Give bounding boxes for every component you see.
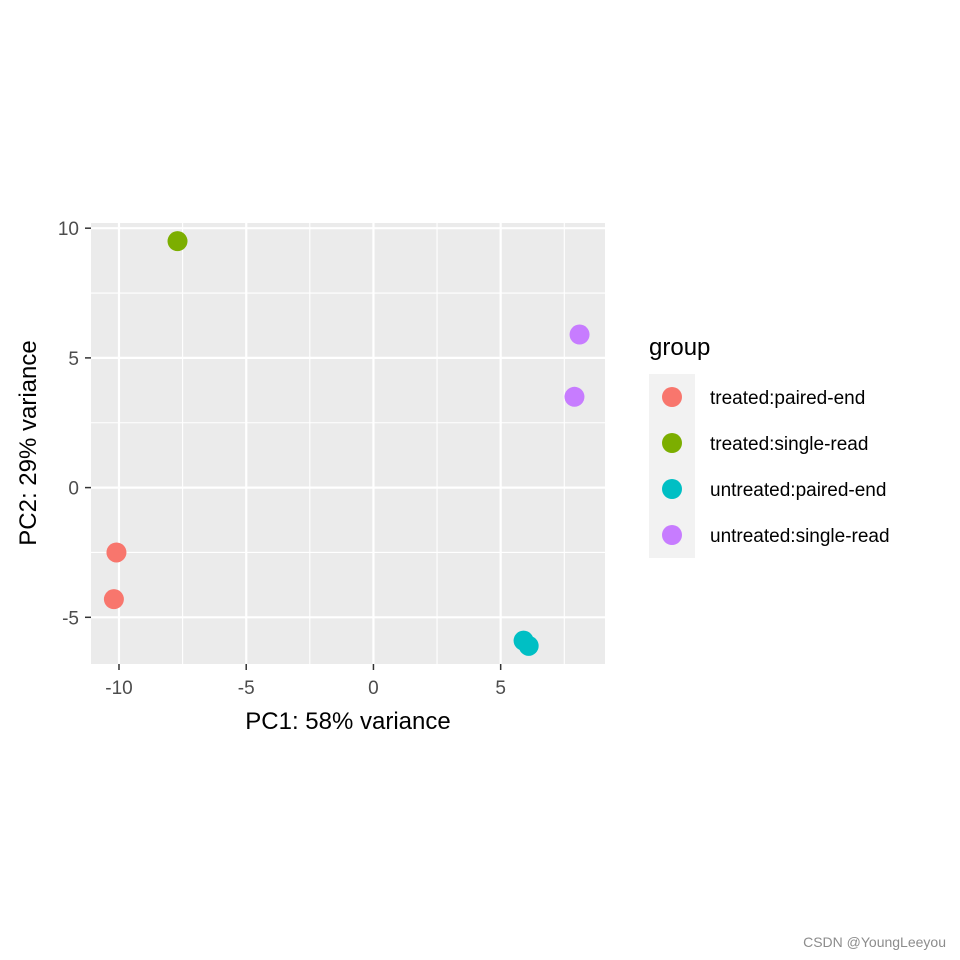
- data-point: [569, 324, 590, 345]
- legend-label: treated:paired-end: [710, 388, 865, 409]
- legend-title: group: [649, 334, 710, 361]
- data-point: [167, 231, 188, 252]
- y-tick-label: -5: [62, 608, 79, 629]
- minor-gridlines: [91, 223, 605, 664]
- y-axis-ticks: -5 0 5 10: [58, 219, 91, 629]
- legend-label: untreated:single-read: [710, 526, 890, 547]
- data-point: [564, 386, 585, 407]
- x-tick-label: -10: [105, 678, 132, 699]
- legend-key: [662, 479, 682, 499]
- x-axis-title: PC1: 58% variance: [245, 708, 450, 735]
- data-point: [103, 589, 124, 610]
- x-tick-label: 0: [368, 678, 379, 699]
- legend-label: treated:single-read: [710, 434, 868, 455]
- data-points: [103, 231, 590, 656]
- data-point: [106, 542, 127, 563]
- legend-label: untreated:paired-end: [710, 480, 886, 501]
- y-axis-title: PC2: 29% variance: [15, 340, 42, 545]
- watermark: CSDN @YoungLeeyou: [803, 934, 946, 950]
- x-axis-ticks: -10 -5 0 5: [105, 664, 506, 699]
- y-tick-label: 10: [58, 219, 79, 240]
- legend-key: [662, 387, 682, 407]
- legend-key: [662, 433, 682, 453]
- major-gridlines: [91, 223, 605, 664]
- data-point: [518, 635, 539, 656]
- legend-key: [662, 525, 682, 545]
- x-tick-label: 5: [495, 678, 506, 699]
- y-tick-label: 5: [68, 349, 79, 370]
- x-tick-label: -5: [238, 678, 255, 699]
- legend: group treated:paired-end treated:single-r…: [649, 334, 890, 558]
- panel-background: [91, 223, 605, 664]
- y-tick-label: 0: [68, 479, 79, 500]
